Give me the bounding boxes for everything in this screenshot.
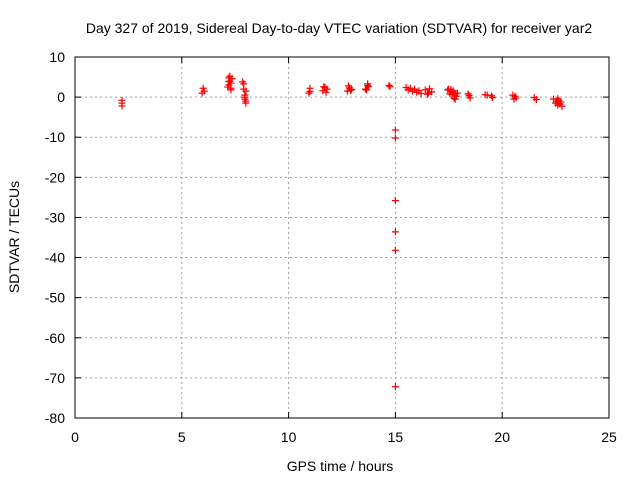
data-point [306,87,314,95]
data-point [240,80,248,88]
x-tick-label: 20 [494,429,510,445]
x-tick-label: 10 [281,429,297,445]
data-point [557,98,565,106]
data-point [225,77,233,85]
data-point [428,88,436,96]
data-point [558,102,566,110]
data-point [305,89,313,97]
y-tick-label: -10 [45,129,65,145]
data-point [391,126,399,134]
data-point [347,86,355,94]
plot-frame [74,56,610,419]
data-point [385,81,393,89]
data-point [554,95,562,103]
data-point [348,85,356,93]
data-point [118,102,126,110]
data-point [363,86,371,94]
y-tick-label: -30 [45,209,65,225]
data-point [488,92,496,100]
y-tick-label: -60 [45,330,65,346]
data-point [241,93,249,101]
y-tick-label: -20 [45,169,65,185]
data-point [320,83,328,91]
data-point [386,83,394,91]
data-point [421,86,429,94]
data-point [449,87,457,95]
x-tick-label: 0 [71,429,79,445]
grid-lines [75,57,609,418]
y-axis-label: SDTVAR / TECUs [6,181,22,293]
data-point [227,86,235,94]
x-tick-label: 15 [388,429,404,445]
x-axis-ticks: 0 5 10 15 20 25 [71,57,617,445]
data-point [391,383,399,391]
data-point [464,90,472,98]
data-point [391,134,399,142]
data-point [489,94,497,102]
x-axis-label: GPS time / hours [287,458,394,474]
data-point [465,92,473,100]
y-tick-label: -80 [45,410,65,426]
data-point [364,81,372,89]
y-tick-label: 0 [57,89,65,105]
data-point [417,90,425,98]
data-point [322,88,330,96]
data-point [453,89,461,97]
data-point [391,246,399,254]
chart-title: Day 327 of 2019, Sidereal Day-to-day VTE… [86,20,592,36]
data-point [512,94,520,102]
data-point [483,91,491,99]
y-tick-label: -70 [45,370,65,386]
x-tick-label: 5 [178,429,186,445]
data-point [425,89,433,97]
data-point [242,97,250,105]
data-point [451,95,459,103]
data-point [511,92,519,100]
data-point [391,228,399,236]
data-point [391,197,399,205]
data-point [344,82,352,90]
data-point [242,87,250,95]
data-point [423,90,431,98]
data-point [200,87,208,95]
y-tick-label: 10 [49,49,65,65]
data-point [532,96,540,104]
y-tick-label: -50 [45,290,65,306]
data-points [118,72,566,391]
y-tick-label: -40 [45,250,65,266]
y-axis-ticks: 10 0 -10 -20 -30 -40 -50 -60 -70 -80 [45,49,609,426]
x-tick-label: 25 [601,429,617,445]
